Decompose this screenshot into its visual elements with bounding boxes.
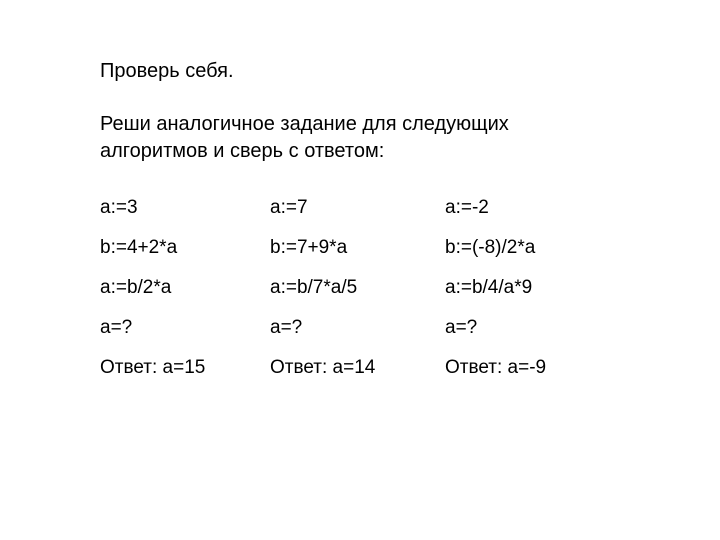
algo-line: a:=-2 <box>445 197 620 219</box>
algo-line: a:=3 <box>100 197 270 219</box>
algo-answer: Ответ: a=-9 <box>445 357 620 379</box>
algorithm-columns: a:=3 b:=4+2*a a:=b/2*a a=? Ответ: a=15 a… <box>100 197 620 397</box>
algo-line: a:=b/7*a/5 <box>270 277 445 299</box>
algo-line: a=? <box>100 317 270 339</box>
algo-line: b:=7+9*a <box>270 237 445 259</box>
algo-line: b:=(-8)/2*a <box>445 237 620 259</box>
algo-answer: Ответ: a=14 <box>270 357 445 379</box>
algo-line: a=? <box>270 317 445 339</box>
algorithm-column-1: a:=3 b:=4+2*a a:=b/2*a a=? Ответ: a=15 <box>100 197 270 397</box>
algo-line: a:=7 <box>270 197 445 219</box>
page-subtitle: Реши аналогичное задание для следующих а… <box>100 111 620 165</box>
algo-line: a:=b/4/a*9 <box>445 277 620 299</box>
page-title: Проверь себя. <box>100 60 620 83</box>
algo-answer: Ответ: a=15 <box>100 357 270 379</box>
algo-line: a:=b/2*a <box>100 277 270 299</box>
algorithm-column-2: a:=7 b:=7+9*a a:=b/7*a/5 a=? Ответ: a=14 <box>270 197 445 397</box>
algorithm-column-3: a:=-2 b:=(-8)/2*a a:=b/4/a*9 a=? Ответ: … <box>445 197 620 397</box>
algo-line: b:=4+2*a <box>100 237 270 259</box>
algo-line: a=? <box>445 317 620 339</box>
